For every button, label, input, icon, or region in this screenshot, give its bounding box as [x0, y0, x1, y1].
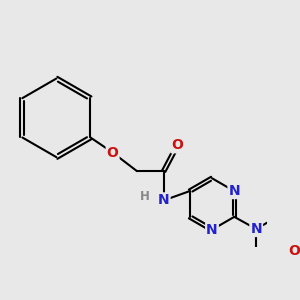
- Text: N: N: [229, 184, 240, 198]
- Text: O: O: [107, 146, 118, 160]
- Text: H: H: [140, 190, 150, 202]
- Text: N: N: [250, 222, 262, 236]
- Text: N: N: [158, 194, 170, 207]
- Text: O: O: [289, 244, 300, 258]
- Text: O: O: [171, 138, 183, 152]
- Text: N: N: [206, 223, 218, 237]
